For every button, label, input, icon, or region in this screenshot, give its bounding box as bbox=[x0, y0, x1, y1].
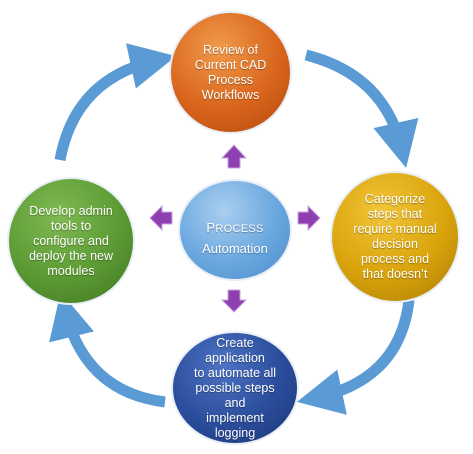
center-title-line1: PROCESS bbox=[206, 205, 263, 237]
pointer-arrow-down bbox=[220, 289, 248, 313]
cycle-arrow-left-to-top bbox=[54, 43, 177, 162]
pointer-arrow-up bbox=[220, 144, 248, 169]
step-create-application: Create application to automate all possi… bbox=[171, 331, 299, 445]
cycle-arrow-bottom-to-left bbox=[49, 292, 166, 408]
cycle-arrow-top-to-right bbox=[304, 49, 419, 169]
step-develop-admin-tools: Develop admin tools to configure and dep… bbox=[7, 177, 135, 305]
step-categorize-steps: Categorize steps that require manual dec… bbox=[330, 171, 460, 303]
center-process-automation: PROCESS Automation bbox=[178, 179, 292, 281]
pointer-arrow-right bbox=[297, 204, 321, 232]
step-review-workflows: Review of Current CAD Process Workflows bbox=[169, 11, 292, 134]
center-line1-text: PROCESS bbox=[206, 219, 264, 235]
center-title-line2: Automation bbox=[202, 240, 268, 256]
pointer-arrow-left bbox=[149, 204, 173, 232]
cycle-arrow-right-to-bottom bbox=[296, 299, 415, 415]
